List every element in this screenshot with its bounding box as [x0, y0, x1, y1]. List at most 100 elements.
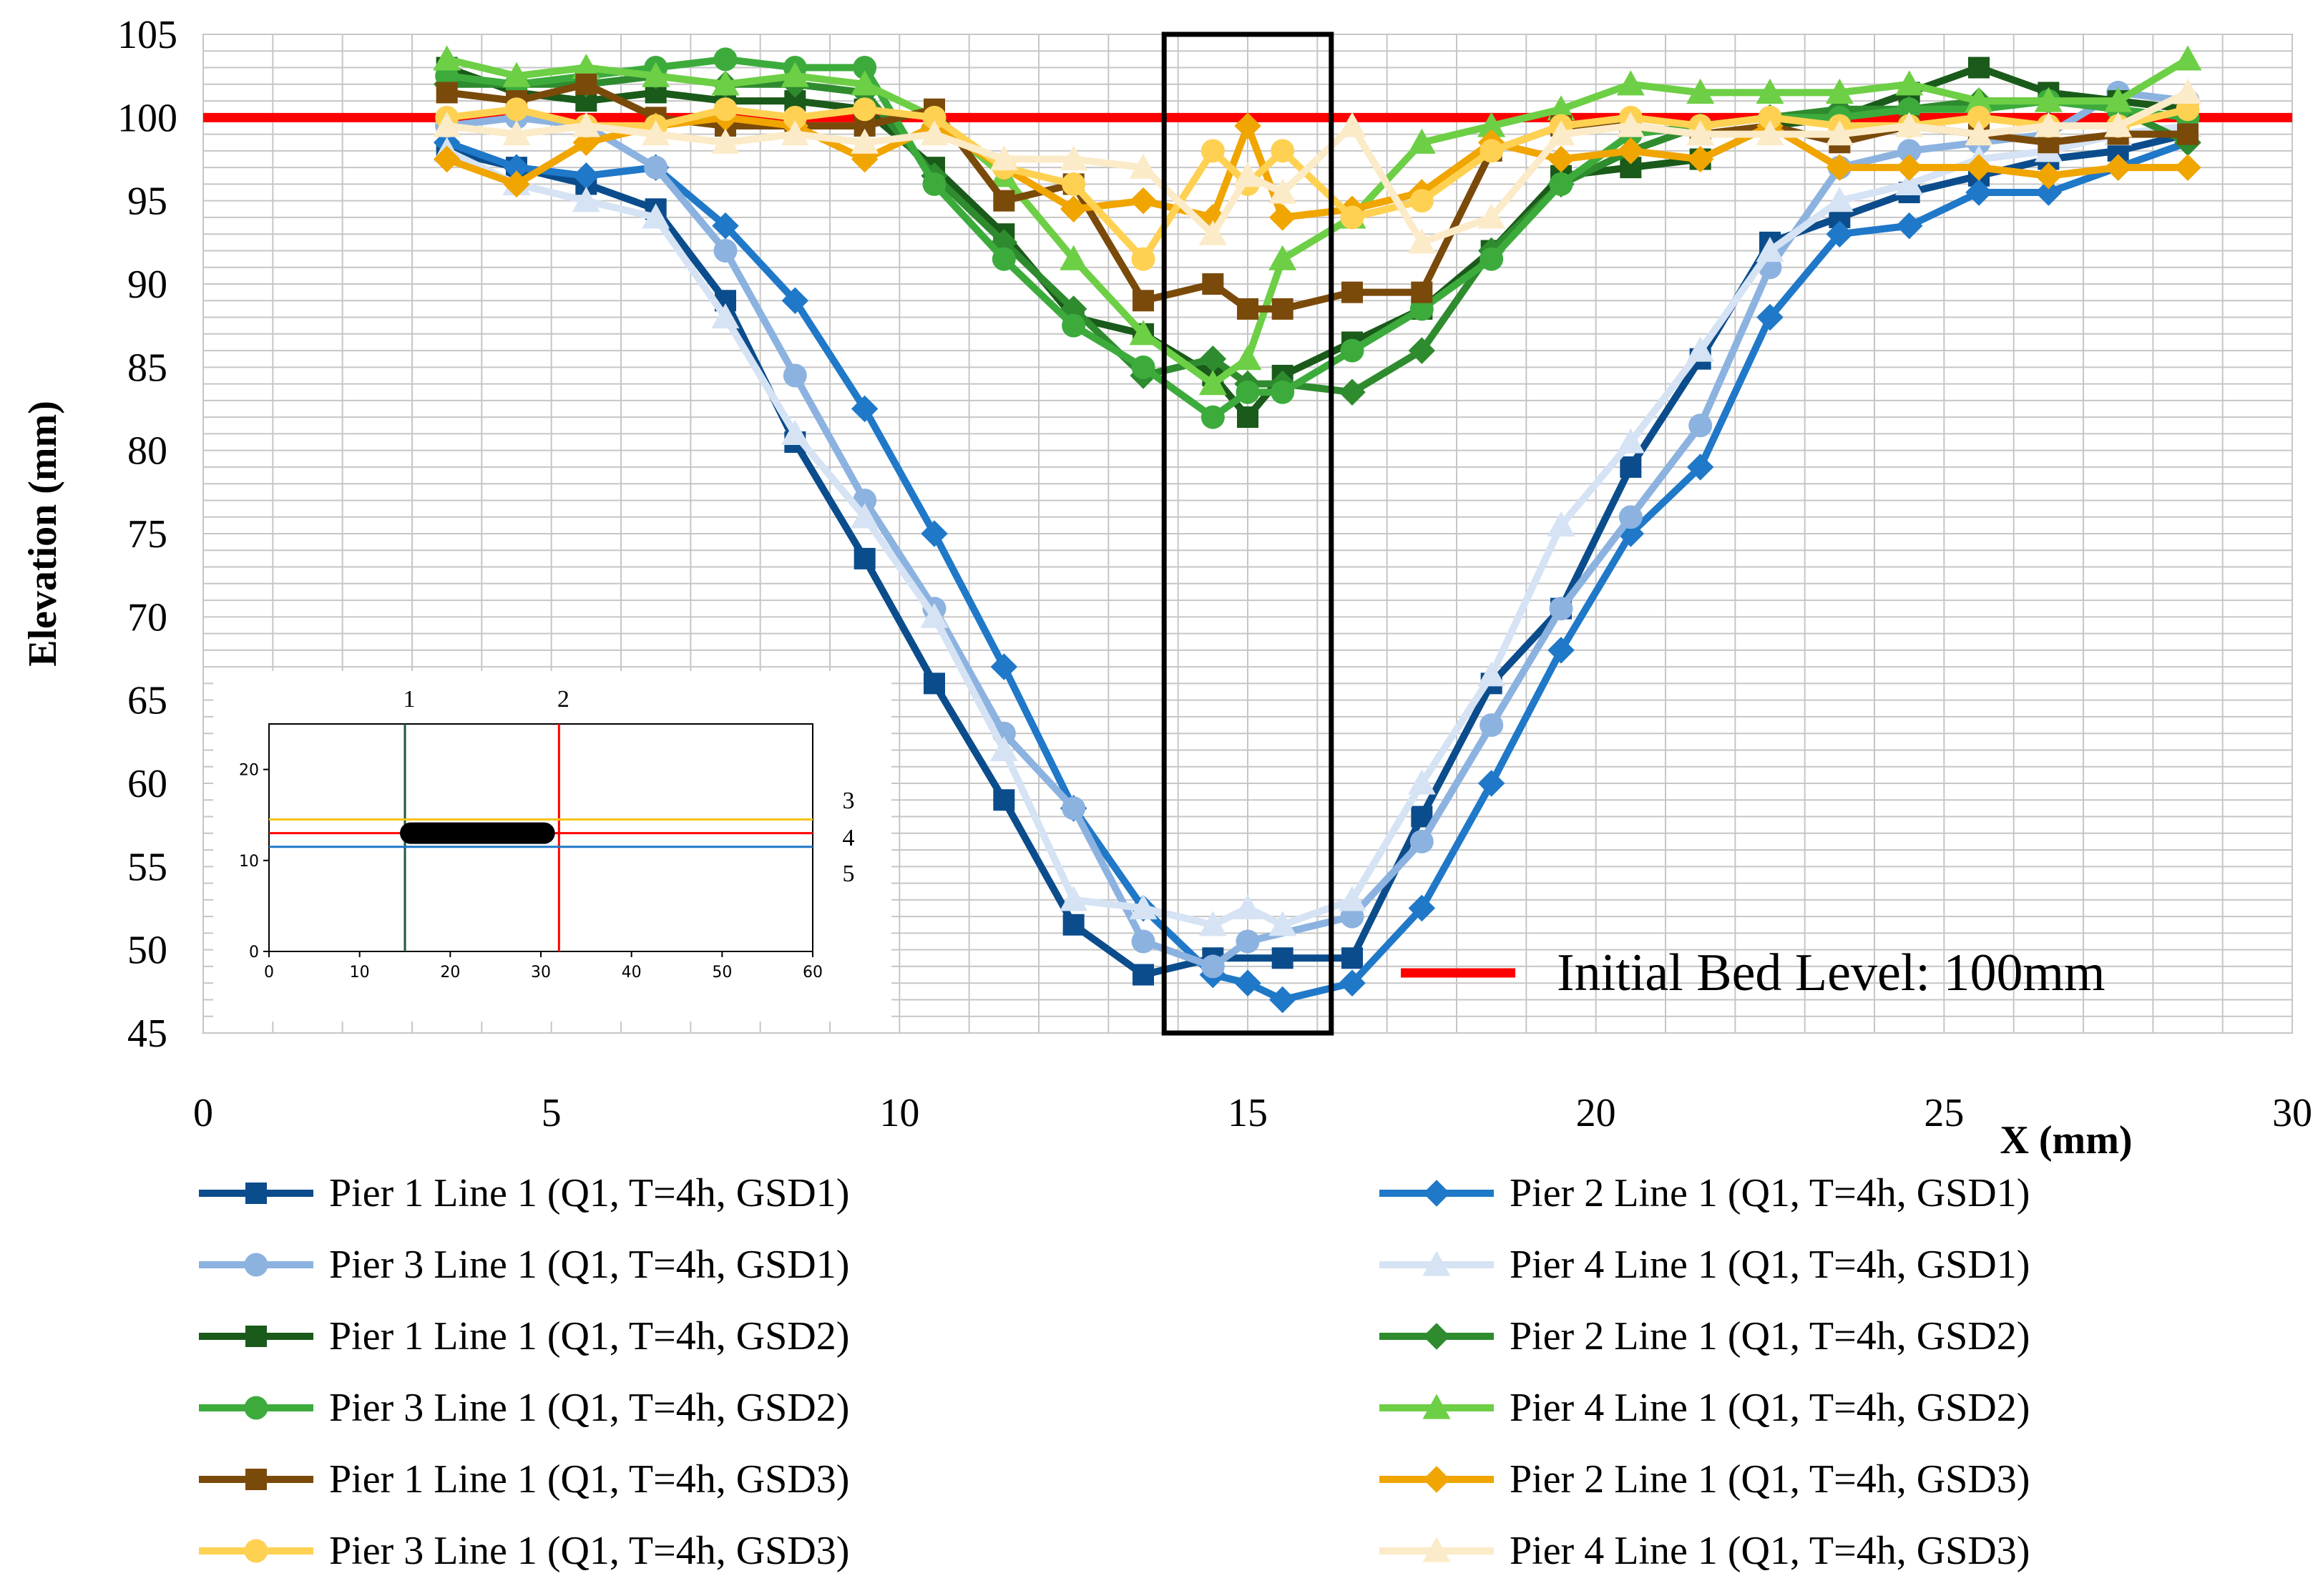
series-marker	[1617, 137, 1645, 165]
series-marker	[502, 120, 531, 146]
series-marker	[1477, 661, 1506, 687]
series-marker	[1825, 78, 1854, 104]
series-marker	[851, 128, 879, 154]
series-marker	[990, 653, 1018, 680]
series-marker	[433, 45, 461, 71]
inset-line-label: 2	[557, 686, 569, 713]
series-marker	[1826, 154, 1854, 181]
series-marker	[1199, 345, 1227, 373]
series-marker	[2034, 112, 2063, 137]
series-marker	[1686, 336, 1715, 362]
legend-item: Pier 3 Line 1 (Q1, T=4h, GSD2)	[199, 1386, 849, 1430]
series-marker	[1268, 911, 1297, 936]
series-marker	[1965, 154, 1992, 181]
series-marker	[572, 162, 600, 190]
series-marker	[1198, 911, 1227, 936]
x-tick-label: 0	[193, 1091, 213, 1135]
series-marker	[1477, 112, 1506, 137]
series-marker	[853, 97, 877, 122]
series-marker	[1477, 203, 1506, 229]
inset-x-tick-label: 30	[531, 964, 551, 981]
series-marker	[1198, 220, 1227, 245]
series-marker	[245, 1469, 267, 1490]
legend-item: Pier 2 Line 1 (Q1, T=4h, GSD2)	[1379, 1314, 2030, 1358]
series-marker	[1233, 162, 1262, 187]
inset-line-label: 1	[404, 686, 416, 713]
inset-x-tick-label: 50	[712, 964, 732, 981]
y-tick-label: 50	[127, 929, 167, 973]
series-marker	[1407, 769, 1436, 795]
series-marker	[2177, 123, 2199, 145]
series-marker	[1477, 770, 1505, 797]
series-marker	[1130, 187, 1157, 215]
series-marker	[1237, 406, 1258, 429]
series-marker	[1825, 120, 1854, 146]
series-marker	[572, 187, 600, 212]
series-marker	[502, 62, 531, 87]
x-tick-labels: 0 5 10 15 20 25 30	[193, 1091, 2312, 1135]
legend-label: Pier 4 Line 1 (Q1, T=4h, GSD2)	[1510, 1386, 2030, 1430]
series-marker	[1409, 297, 1434, 321]
inset-x-tick-label: 10	[350, 964, 370, 981]
series-marker	[1965, 120, 1993, 146]
series-marker	[1202, 273, 1224, 295]
series-marker	[1131, 355, 1155, 379]
series-marker	[920, 120, 949, 146]
series-marker	[244, 1539, 268, 1563]
series-marker	[1408, 894, 1436, 922]
series-marker	[921, 520, 948, 547]
series-marker	[503, 154, 530, 181]
inset-layer: 0 10 20 30 40 50 60 0 10 20 1 2 3 4 5	[239, 686, 855, 981]
series-marker	[1060, 145, 1088, 171]
series-marker	[922, 105, 947, 129]
series-marker	[1268, 204, 1296, 231]
legend-item: Pier 1 Line 1 (Q1, T=4h, GSD3)	[199, 1457, 849, 1502]
series-marker	[1198, 370, 1227, 396]
series-marker	[1409, 829, 1434, 853]
x-tick-label: 10	[879, 1091, 919, 1135]
series-marker	[1129, 894, 1158, 920]
series-marker	[1407, 228, 1436, 254]
series-marker	[1341, 947, 1363, 969]
series-marker	[1268, 178, 1297, 204]
legend-label: Pier 3 Line 1 (Q1, T=4h, GSD1)	[329, 1243, 849, 1287]
y-tick-label: 90	[127, 263, 167, 307]
y-tick-label: 105	[117, 13, 177, 57]
series-marker	[1131, 247, 1155, 271]
series-marker	[711, 128, 740, 154]
series-marker	[989, 735, 1018, 762]
series-marker	[1547, 637, 1575, 664]
series-marker	[1895, 154, 1923, 181]
inset-map: 0 10 20 30 40 50 60 0 10 20 1 2 3 4 5	[213, 671, 891, 1022]
series-marker	[851, 503, 879, 529]
inset-x-tick-label: 60	[803, 964, 823, 981]
series-marker	[1236, 380, 1260, 404]
legend-label: Pier 3 Line 1 (Q1, T=4h, GSD2)	[329, 1386, 849, 1430]
series-marker	[642, 203, 670, 229]
inset-line-label: 4	[843, 825, 855, 851]
inset-y-tick-label: 20	[239, 762, 259, 780]
y-tick-label: 65	[127, 679, 167, 723]
series-marker	[2104, 112, 2133, 137]
series-marker	[642, 120, 670, 146]
x-tick-label: 25	[1924, 1091, 1964, 1135]
series-marker	[1968, 57, 1990, 79]
series-marker	[1616, 112, 1645, 137]
series-marker	[1237, 298, 1258, 320]
series-marker	[244, 1396, 268, 1420]
series-marker	[711, 70, 740, 96]
series-marker	[2035, 179, 2063, 206]
series-marker	[1133, 290, 1154, 312]
series-marker	[713, 47, 738, 72]
x-tick-label: 15	[1228, 1091, 1268, 1135]
y-tick-labels: 45 50 55 60 65 70 75 80 85 90 95 100 105	[117, 13, 177, 1056]
series-marker	[851, 70, 879, 96]
series-line	[446, 89, 2188, 970]
legend-item: Pier 4 Line 1 (Q1, T=4h, GSD1)	[1379, 1243, 2030, 1287]
series-marker	[1423, 1323, 1450, 1350]
series-marker	[1060, 886, 1088, 911]
series-marker	[1200, 139, 1225, 163]
series-marker	[992, 247, 1016, 271]
series-marker	[1547, 95, 1575, 121]
series-marker	[1422, 1394, 1451, 1419]
